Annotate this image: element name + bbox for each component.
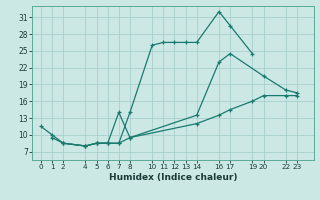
X-axis label: Humidex (Indice chaleur): Humidex (Indice chaleur) xyxy=(108,173,237,182)
